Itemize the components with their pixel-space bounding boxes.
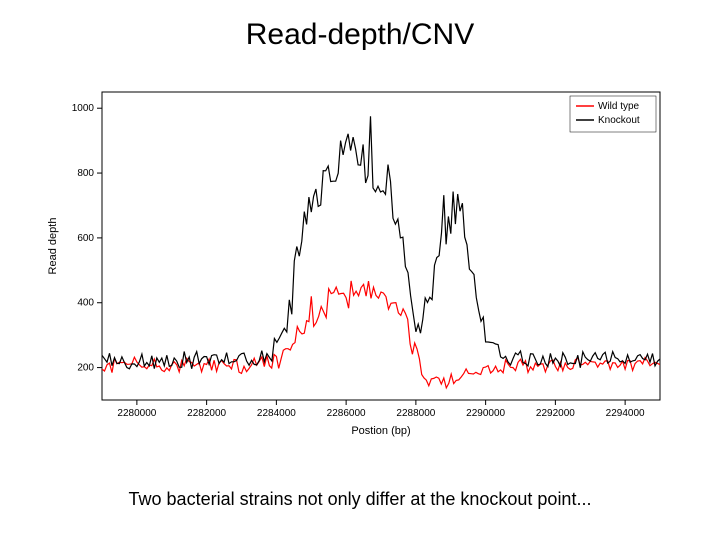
svg-text:800: 800	[77, 168, 94, 179]
slide-title: Read-depth/CNV	[0, 18, 720, 52]
svg-text:400: 400	[77, 298, 94, 309]
svg-text:1000: 1000	[72, 103, 95, 114]
slide: { "title": "Read-depth/CNV", "caption": …	[0, 0, 720, 540]
svg-text:2292000: 2292000	[536, 408, 575, 419]
svg-text:2284000: 2284000	[257, 408, 296, 419]
read-depth-chart: 200 400 600 800 1000 2280000 2282000 2284000 228…	[40, 80, 680, 450]
svg-text:Wild type: Wild type	[598, 101, 640, 112]
svg-text:Postion (bp): Postion (bp)	[351, 425, 410, 437]
slide-caption: Two bacterial strains not only differ at…	[0, 489, 720, 510]
svg-text:200: 200	[77, 363, 94, 374]
svg-text:Read depth: Read depth	[47, 218, 59, 275]
svg-text:2280000: 2280000	[117, 408, 156, 419]
svg-text:2294000: 2294000	[606, 408, 645, 419]
svg-text:2282000: 2282000	[187, 408, 226, 419]
chart-svg: 200 400 600 800 1000 2280000 2282000 2284000 228…	[40, 80, 680, 450]
svg-text:Knockout: Knockout	[598, 115, 640, 126]
svg-text:600: 600	[77, 233, 94, 244]
svg-text:2290000: 2290000	[466, 408, 505, 419]
svg-text:2288000: 2288000	[396, 408, 435, 419]
svg-text:2286000: 2286000	[327, 408, 366, 419]
